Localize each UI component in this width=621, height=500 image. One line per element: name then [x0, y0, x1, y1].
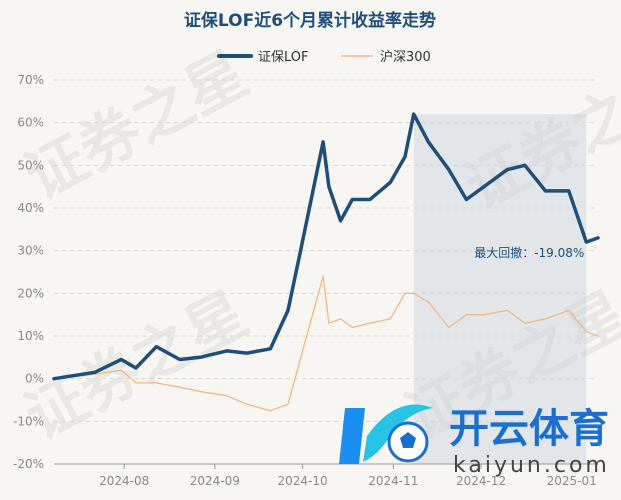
drawdown-shade	[413, 114, 587, 464]
x-axis: 2024-08 2024-09 2024-10 2024-11 2024-12 2025-…	[54, 463, 598, 488]
x-tick-label: 2025-01	[547, 474, 597, 488]
y-tick-label: 60%	[17, 116, 44, 130]
y-tick-label: 50%	[17, 158, 44, 172]
series-line-0	[52, 112, 600, 381]
watermark-text-1: 证券之星	[14, 39, 259, 213]
x-tick-label: 2024-08	[99, 474, 149, 488]
y-tick-label: 70%	[17, 73, 44, 87]
x-tick-label: 2024-11	[368, 474, 418, 488]
y-tick-label: 10%	[17, 329, 44, 343]
x-tick-label: 2024-12	[456, 474, 506, 488]
logo-name: 开云体育	[449, 406, 609, 452]
legend-label-0: 证保LOF	[258, 50, 309, 65]
y-tick-label: 40%	[17, 201, 44, 215]
chart-title: 证保LOF近6个月累计收益率走势	[184, 10, 436, 31]
y-tick-label: 30%	[17, 244, 44, 258]
y-axis: 70% 60% 50% 40% 30% 20% 10% 0% -10% -20%	[13, 73, 44, 471]
drawdown-shade-layer	[413, 114, 587, 464]
legend[interactable]: 证保LOF 沪深300	[217, 49, 431, 65]
y-tick-label: 20%	[17, 286, 44, 300]
brand-logo: 开云体育 kaiyun.com	[339, 404, 610, 478]
series-line-1	[53, 275, 599, 412]
logo-k-mark	[339, 408, 365, 464]
series-lines	[52, 112, 600, 412]
logo-swoosh	[363, 404, 433, 462]
y-tick-label: -10%	[13, 414, 44, 428]
x-tick-label: 2024-09	[190, 474, 240, 488]
soccer-ball-pattern	[400, 432, 416, 448]
max-drawdown-label: 最大回撤：-19.08%	[474, 245, 584, 260]
y-tick-label: 0%	[25, 372, 44, 386]
x-tick-label: 2024-10	[278, 474, 328, 488]
y-tick-label: -20%	[13, 457, 44, 471]
logo-domain: kaiyun.com	[453, 453, 610, 478]
legend-label-1: 沪深300	[380, 49, 431, 65]
